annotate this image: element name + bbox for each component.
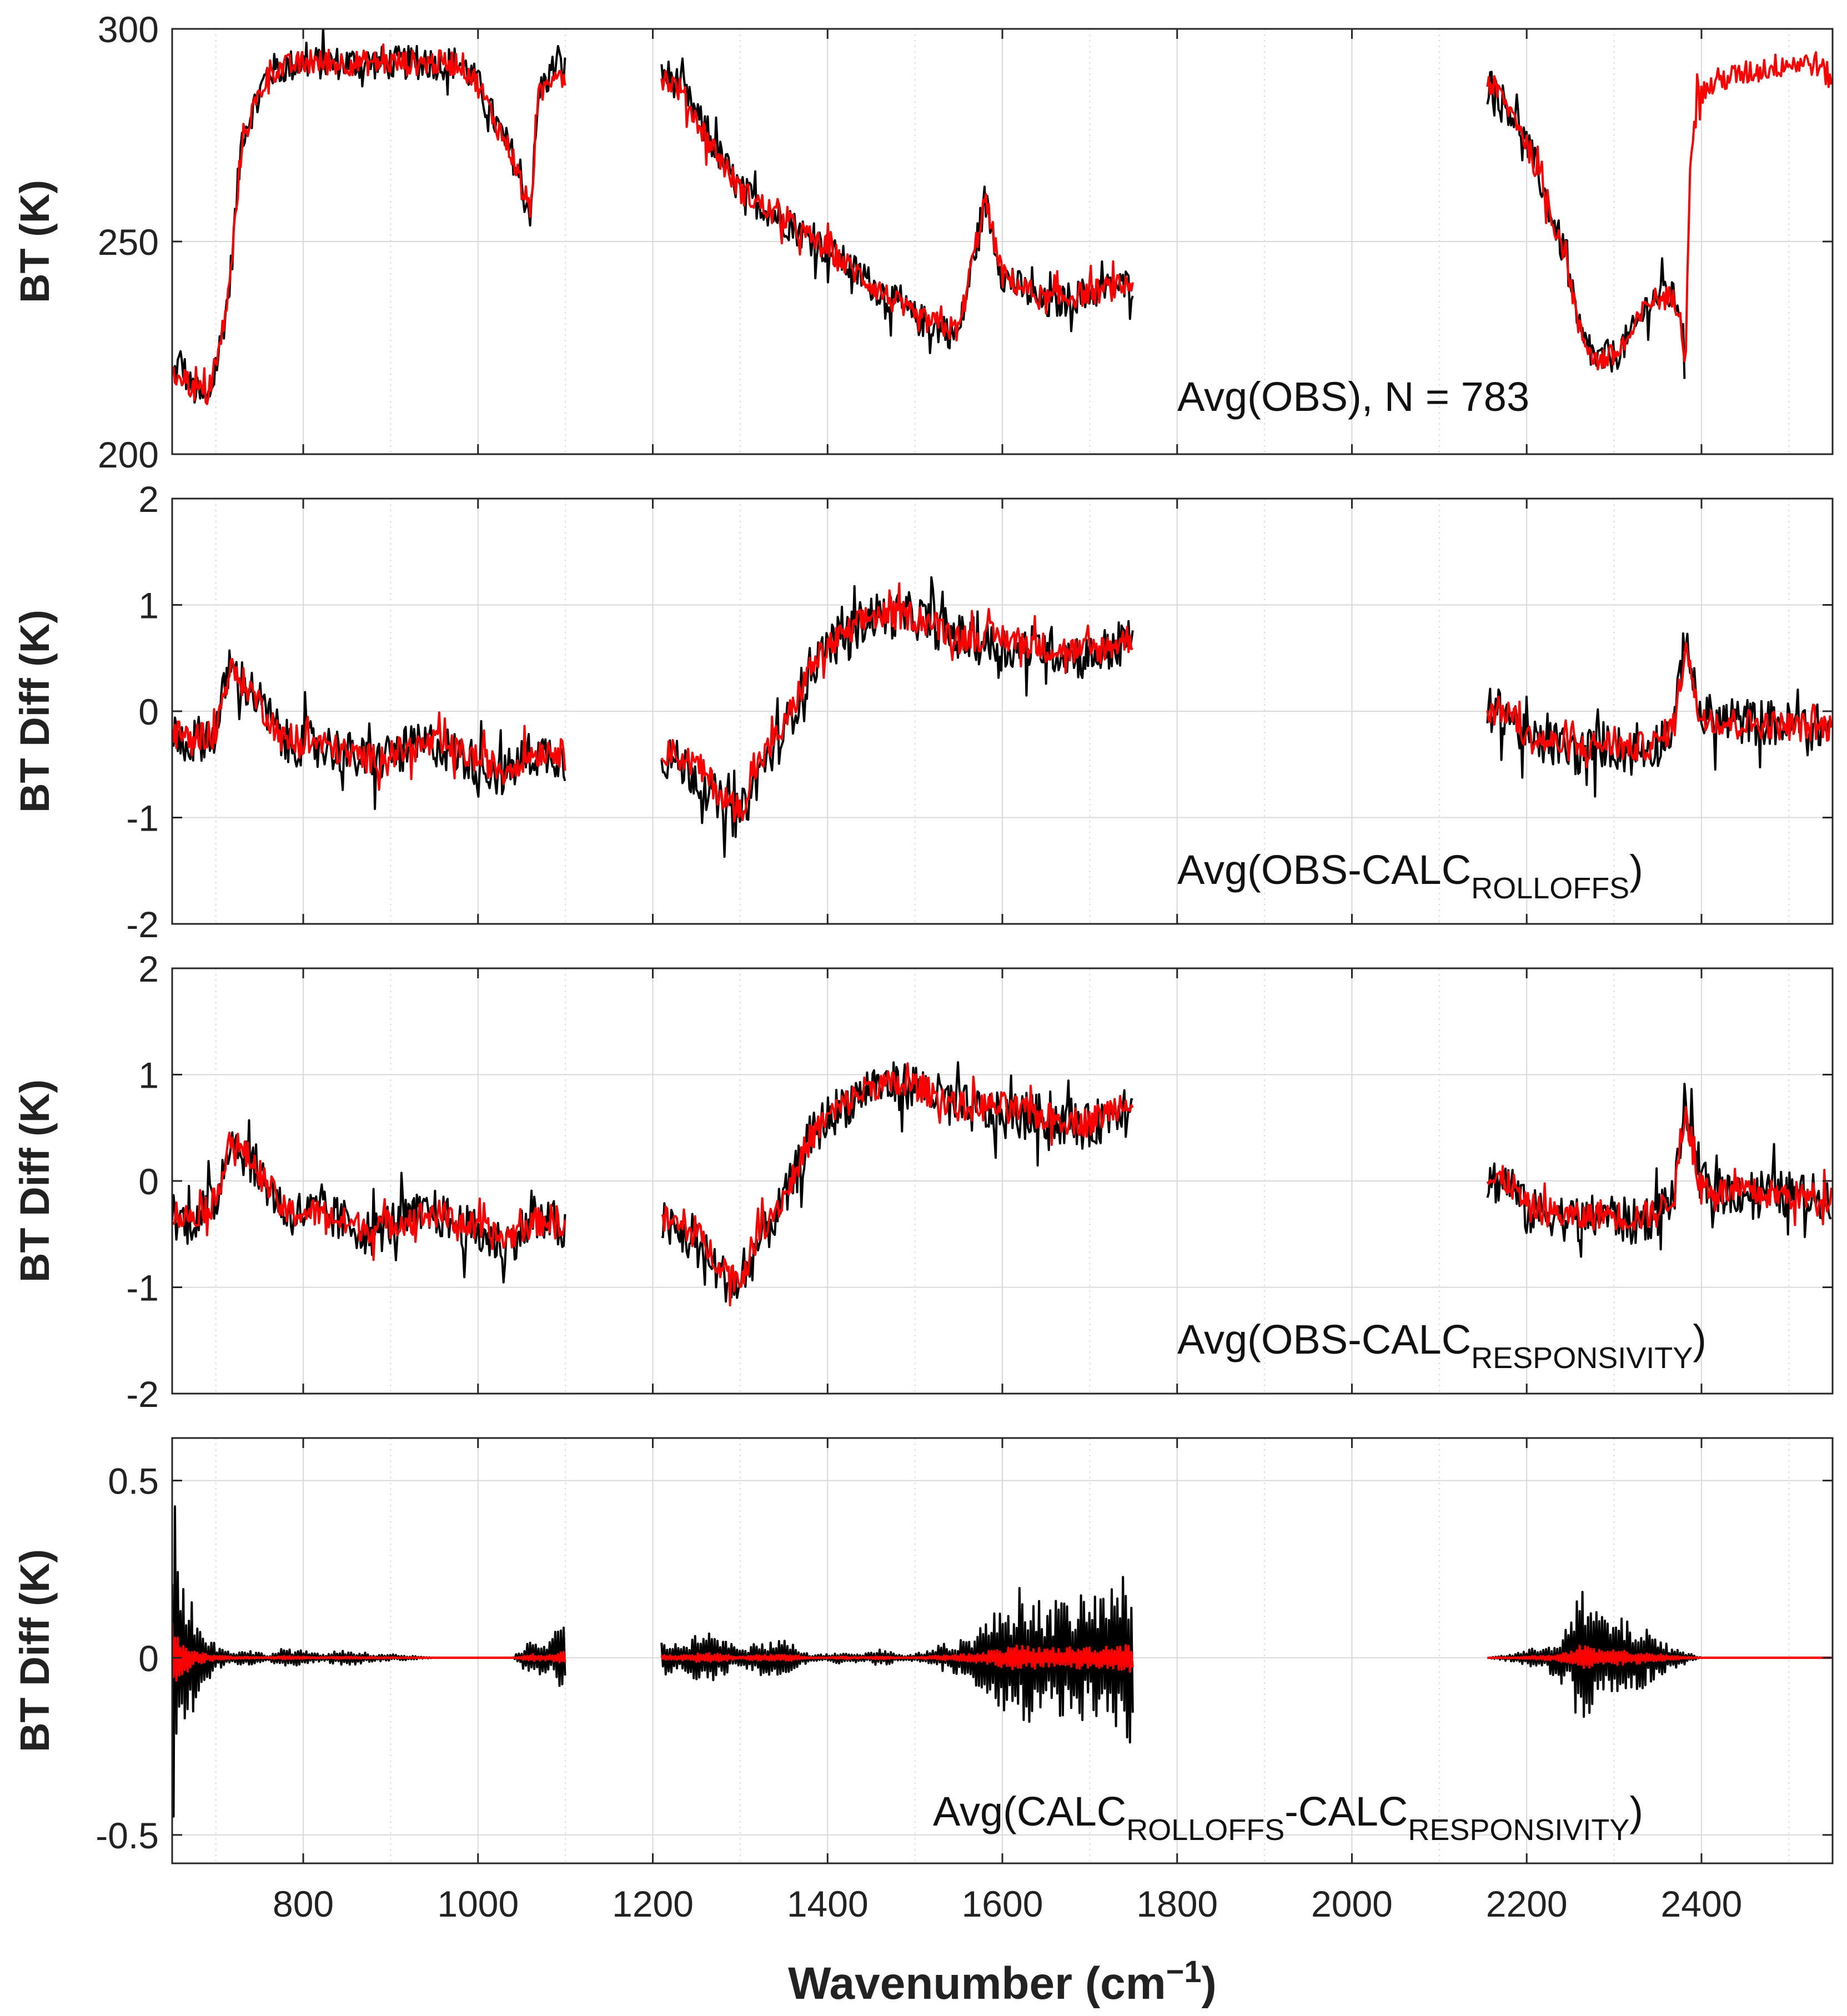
series-group [172,1061,1833,1307]
panel-1: 200 250 300 BT (K) Avg(OBS), N = 783 [12,9,1834,475]
x-tick-label: 800 [273,1883,334,1924]
series-group [172,576,1833,858]
y-tick-label: 1 [138,585,159,626]
series-group [172,29,1833,405]
panel-3: -2 -1 0 1 2 BT Diff (K) Avg(OBS-CALCRESPONSIVI… [12,948,1834,1415]
x-tick-label: 1400 [787,1883,869,1924]
y-tick-label: 0 [138,691,159,732]
panel-annotation: Avg(OBS), N = 783 [1177,374,1529,420]
y-axis-label: BT Diff (K) [12,610,58,813]
y-tick-label: -0.5 [96,1815,159,1856]
y-tick-label: 0 [138,1638,159,1679]
series-red-segment-1 [172,1132,566,1261]
series-red-segment-3 [1487,1645,1831,1670]
y-tick-label: 200 [98,434,159,475]
series-red-segment-1 [172,1623,566,1682]
y-tick-label: 2 [138,948,159,989]
panel-annotation: Avg(OBS-CALCROLLOFFS) [1177,847,1643,905]
y-axis-label: BT Diff (K) [12,1079,58,1283]
y-tick-label: 0 [138,1161,159,1202]
series-red-segment-1 [172,43,566,405]
x-tick-label: 1800 [1136,1883,1218,1924]
series-group [172,1505,1831,1818]
x-tick-label: 1000 [437,1883,519,1924]
series-red-segment-2 [660,1644,1134,1673]
x-tick-label: 2400 [1661,1883,1743,1924]
series-red-segment-1 [172,658,566,791]
x-axis-label: Wavenumber (cm−1) [788,1954,1217,2009]
series-red-segment-2 [661,1062,1134,1307]
x-tick-label: 2000 [1311,1883,1393,1924]
y-axis-label: BT (K) [12,180,58,303]
series-red-segment-3 [1486,51,1833,371]
x-tick-label: 1200 [612,1883,694,1924]
x-tick-label: 2200 [1486,1883,1568,1924]
y-tick-label: 1 [138,1055,159,1096]
y-tick-label: 2 [138,479,159,520]
series-red-segment-3 [1486,1106,1833,1231]
series-red-segment-3 [1486,642,1833,768]
y-tick-label: -1 [126,1268,159,1309]
y-tick-label: 250 [98,222,159,263]
series-black-segment-2 [660,576,1134,858]
panel-annotation: Avg(OBS-CALCRESPONSIVITY) [1177,1316,1707,1375]
y-axis-label: BT Diff (K) [12,1549,58,1752]
panel-annotation: Avg(CALCROLLOFFS-CALCRESPONSIVITY) [933,1788,1643,1847]
y-tick-label: -1 [126,798,159,839]
y-tick-label: 0.5 [108,1461,159,1502]
x-tick-label: 1600 [962,1883,1043,1924]
series-black-segment-3 [1486,1083,1832,1258]
y-tick-label: -2 [126,1374,159,1415]
panel-4: -0.5 0 0.5 BT Diff (K) 800 1000 1200 1400 1600 18… [12,1437,1834,2009]
series-red-segment-2 [660,70,1134,342]
y-tick-label: 300 [98,9,159,50]
panel-2: -2 -1 0 1 2 BT Diff (K) Avg(OBS-CALCROLLOFFS) [12,479,1834,945]
series-red-segment-2 [660,582,1133,823]
y-tick-label: -2 [126,904,159,945]
